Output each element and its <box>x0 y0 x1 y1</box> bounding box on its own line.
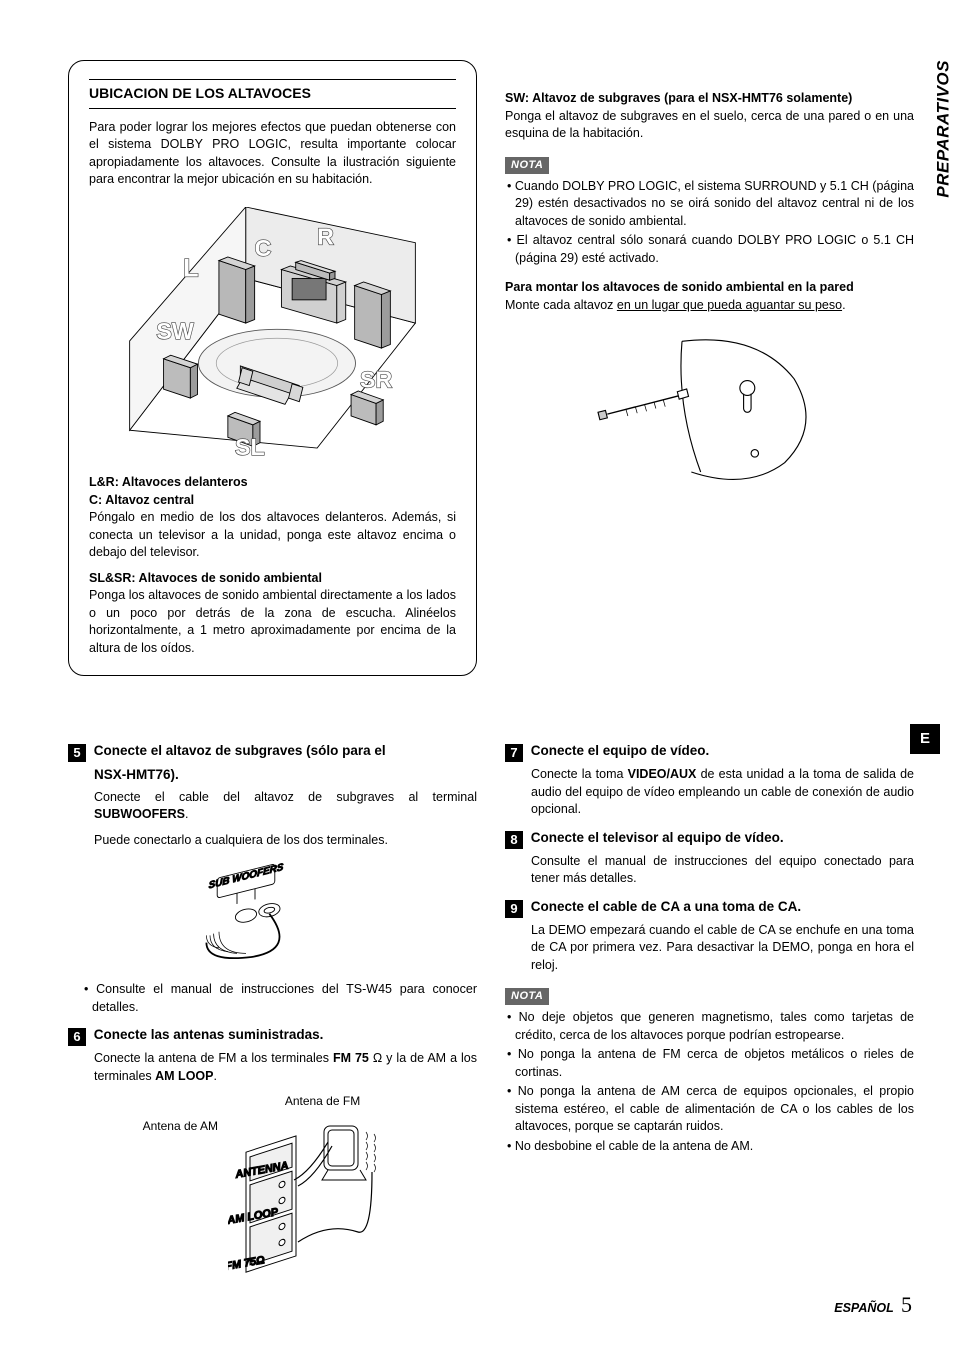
step-5-body-1: Conecte el cable del altavoz de subgrave… <box>94 789 477 824</box>
lr-heading: L&R: Altavoces delanteros <box>89 474 456 492</box>
step-number-8: 8 <box>505 831 523 849</box>
placement-box: UBICACION DE LOS ALTAVOCES Para poder lo… <box>68 60 477 676</box>
mount-body: Monte cada altavoz en un lugar que pueda… <box>505 297 914 315</box>
label-sr: SR <box>360 366 392 392</box>
sw-heading: SW: Altavoz de subgraves (para el NSX-HM… <box>505 90 914 108</box>
mount-heading: Para montar los altavoces de sonido ambi… <box>505 279 914 297</box>
c-body: Póngalo en medio de los dos altavoces de… <box>89 509 456 562</box>
step-5-note-list: Consulte el manual de instrucciones del … <box>82 981 477 1016</box>
step-6-body: Conecte la antena de FM a los terminales… <box>94 1050 477 1085</box>
right-col-top: SW: Altavoz de subgraves (para el NSX-HM… <box>505 60 914 696</box>
step-7-head: 7 Conecte el equipo de vídeo. <box>505 742 914 762</box>
placement-title: UBICACION DE LOS ALTAVOCES <box>89 79 456 109</box>
antenna-illustration: ANTENNA AM LOOP FM 75Ω <box>228 1112 408 1312</box>
nota-item: Cuando DOLBY PRO LOGIC, el sistema SURRO… <box>505 178 914 231</box>
top-columns: UBICACION DE LOS ALTAVOCES Para poder lo… <box>68 60 914 696</box>
step-5-body-2: Puede conectarlo a cualquiera de los dos… <box>94 832 477 850</box>
page-footer: ESPAÑOL 5 <box>834 1290 912 1321</box>
nota-badge-1: NOTA <box>505 157 549 174</box>
step-number-9: 9 <box>505 900 523 918</box>
step-5-head-b: NSX-HMT76). <box>94 766 477 785</box>
language-tab: E <box>910 724 940 754</box>
nota-item: No desbobine el cable de la antena de AM… <box>505 1138 914 1156</box>
label-sw: SW <box>156 318 193 344</box>
wall-mount-illustration <box>570 322 850 482</box>
step-9-head: 9 Conecte el cable de CA a una toma de C… <box>505 898 914 918</box>
nota-badge-2: NOTA <box>505 988 549 1005</box>
step-5-note: Consulte el manual de instrucciones del … <box>82 981 477 1016</box>
subwoofer-terminal-illustration: SUB WOOFERS <box>183 857 363 967</box>
nota-item: No ponga la antena de AM cerca de equipo… <box>505 1083 914 1136</box>
step-8-head: 8 Conecte el televisor al equipo de víde… <box>505 829 914 849</box>
nota-list-2: No deje objetos que generen magnetismo, … <box>505 1009 914 1155</box>
nota-list-1: Cuando DOLBY PRO LOGIC, el sistema SURRO… <box>505 178 914 268</box>
step-6-head: 6 Conecte las antenas suministradas. <box>68 1026 477 1046</box>
slsr-heading: SL&SR: Altavoces de sonido ambiental <box>89 570 456 588</box>
room-illustration: L C R SW SR SL <box>89 207 456 457</box>
nota-item: El altavoz central sólo sonará cuando DO… <box>505 232 914 267</box>
fm-caption: Antena de FM <box>168 1093 477 1110</box>
label-c: C <box>255 235 272 261</box>
step-8-body: Consulte el manual de instrucciones del … <box>531 853 914 888</box>
right-col-bottom: 7 Conecte el equipo de vídeo. Conecte la… <box>505 732 914 1312</box>
am-caption: Antena de AM <box>108 1118 218 1135</box>
nota-item: No ponga la antena de FM cerca de objeto… <box>505 1046 914 1081</box>
bottom-columns: 5 Conecte el altavoz de subgraves (sólo … <box>68 732 914 1312</box>
left-col-bottom: 5 Conecte el altavoz de subgraves (sólo … <box>68 732 477 1312</box>
nota-item: No deje objetos que generen magnetismo, … <box>505 1009 914 1044</box>
step-5-head: 5 Conecte el altavoz de subgraves (sólo … <box>68 742 477 762</box>
label-r: R <box>317 223 334 249</box>
step-9-body: La DEMO empezará cuando el cable de CA s… <box>531 922 914 975</box>
step-number-6: 6 <box>68 1028 86 1046</box>
side-tab: PREPARATIVOS <box>932 60 954 198</box>
left-col-top: UBICACION DE LOS ALTAVOCES Para poder lo… <box>68 60 477 696</box>
label-l: L <box>183 254 198 282</box>
sw-body: Ponga el altavoz de subgraves en el suel… <box>505 108 914 143</box>
step-number-7: 7 <box>505 744 523 762</box>
placement-intro: Para poder lograr los mejores efectos qu… <box>89 119 456 189</box>
step-7-body: Conecte la toma VIDEO/AUX de esta unidad… <box>531 766 914 819</box>
step-number-5: 5 <box>68 744 86 762</box>
slsr-body: Ponga los altavoces de sonido ambiental … <box>89 587 456 657</box>
label-sl: SL <box>235 434 265 457</box>
c-heading: C: Altavoz central <box>89 492 456 510</box>
